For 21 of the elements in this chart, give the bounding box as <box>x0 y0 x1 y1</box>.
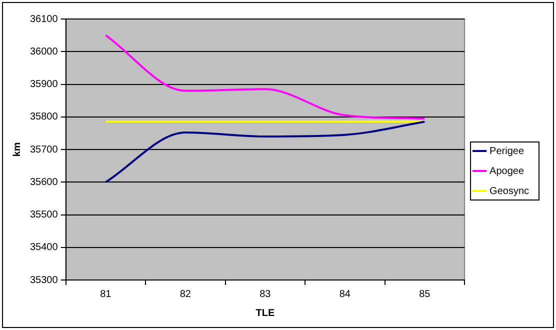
x-axis-title: TLE <box>256 308 275 319</box>
line-series <box>104 120 426 184</box>
legend-label: Geosync <box>490 186 530 197</box>
y-tick-label: 35700 <box>30 144 58 156</box>
x-tick-label: 81 <box>100 288 112 300</box>
y-tick-label: 35800 <box>30 112 58 123</box>
y-tick-label: 36000 <box>30 46 58 58</box>
legend-label: Apogee <box>490 166 524 177</box>
y-tick-label: 36100 <box>30 14 58 25</box>
line-series <box>104 34 426 120</box>
y-axis-title: km <box>12 142 23 157</box>
y-tick-label: 35600 <box>30 176 58 188</box>
y-tick-label: 35400 <box>30 242 58 254</box>
x-tick-label: 83 <box>260 288 272 300</box>
x-tick-label: 82 <box>180 288 192 300</box>
y-tick-label: 35500 <box>30 210 58 220</box>
legend-label: Perigee <box>490 146 524 157</box>
x-tick-label: 84 <box>339 288 351 300</box>
y-tick-label: 35900 <box>30 79 58 90</box>
y-tick-label: 35300 <box>30 274 58 286</box>
x-tick-label: 85 <box>419 288 431 300</box>
